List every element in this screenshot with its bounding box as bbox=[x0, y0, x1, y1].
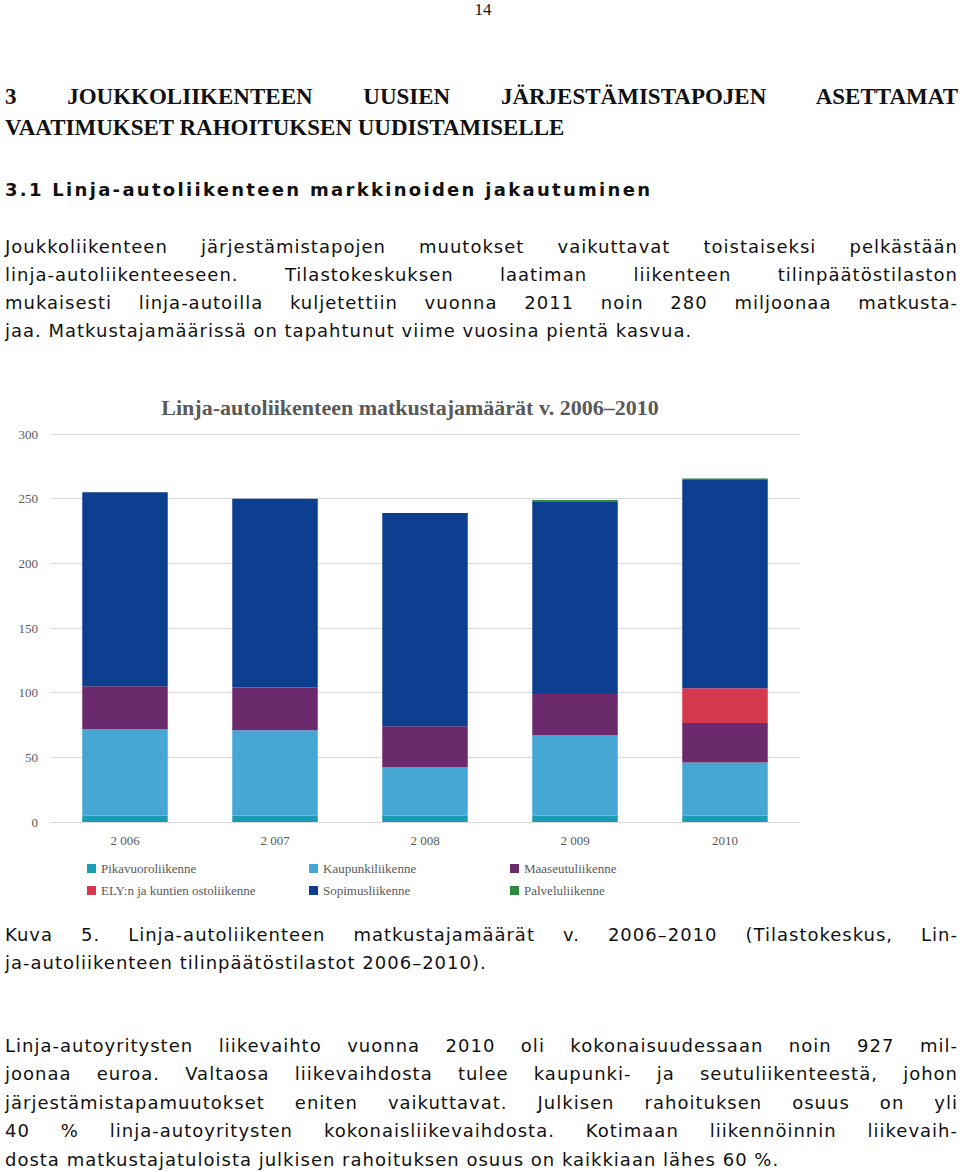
html-text:dosta matkustajatuloista julki: dosta matkustajatuloista julkisen rahoit… bbox=[5, 1149, 780, 1170]
svg-text:200: 200 bbox=[19, 556, 39, 571]
svg-text:Maaseutuliikenne: Maaseutuliikenne bbox=[524, 861, 617, 876]
html-text:linja-autoliikenteeseen. Tilas: linja-autoliikenteeseen. Tilastokeskukse… bbox=[5, 264, 958, 285]
svg-text:250: 250 bbox=[19, 491, 39, 506]
svg-text:2 009: 2 009 bbox=[560, 833, 589, 848]
html-text:3.1 Linja-autoliikenteen markk: 3.1 Linja-autoliikenteen markkinoiden ja… bbox=[5, 179, 653, 200]
svg-text:Pikavuoroliikenne: Pikavuoroliikenne bbox=[101, 861, 197, 876]
svg-text:2 007: 2 007 bbox=[260, 833, 290, 848]
html-text:3 JOUKKOLIIKENTEEN UUSIEN JÄRJ: 3 JOUKKOLIIKENTEEN UUSIEN JÄRJESTÄMISTAP… bbox=[5, 84, 958, 109]
svg-text:Palveluliikenne: Palveluliikenne bbox=[524, 883, 605, 898]
html-text:VAATIMUKSET RAHOITUKSEN UUDIST: VAATIMUKSET RAHOITUKSEN UUDISTAMISELLE bbox=[5, 115, 565, 140]
svg-text:Sopimusliikenne: Sopimusliikenne bbox=[323, 883, 411, 898]
svg-text:2 008: 2 008 bbox=[410, 833, 439, 848]
svg-text:50: 50 bbox=[25, 750, 38, 765]
svg-text:Kaupunkiliikenne: Kaupunkiliikenne bbox=[323, 861, 416, 876]
html-text:14: 14 bbox=[474, 0, 492, 19]
svg-text:0: 0 bbox=[32, 815, 39, 830]
html-text:40 % linja-autoyritysten kokon: 40 % linja-autoyritysten kokonaisliikeva… bbox=[5, 1120, 958, 1141]
svg-text:2010: 2010 bbox=[712, 833, 738, 848]
html-text:joonaa euroa. Valtaosa liikeva: joonaa euroa. Valtaosa liikevaihdosta tu… bbox=[5, 1063, 958, 1084]
svg-text:ELY:n ja kuntien ostoliikenne: ELY:n ja kuntien ostoliikenne bbox=[101, 883, 256, 898]
html-text:mukaisesti linja-autoilla kulj: mukaisesti linja-autoilla kuljetettiin v… bbox=[5, 292, 958, 313]
html-text:Kuva 5. Linja-autoliikenteen m: Kuva 5. Linja-autoliikenteen matkustajam… bbox=[5, 924, 958, 945]
svg-text:2 006: 2 006 bbox=[110, 833, 140, 848]
html-text:järjestämistapamuutokset enite: järjestämistapamuutokset eniten vaikutta… bbox=[5, 1092, 958, 1113]
html-text:Joukkoliikenteen järjestämista: Joukkoliikenteen järjestämistapojen muut… bbox=[5, 236, 958, 257]
html-text:ja-autoliikenteen tilinpäätöst: ja-autoliikenteen tilinpäätöstilastot 20… bbox=[5, 952, 487, 973]
svg-text:150: 150 bbox=[19, 621, 39, 636]
html-text:Linja-autoyritysten liikevaiht: Linja-autoyritysten liikevaihto vuonna 2… bbox=[5, 1035, 958, 1056]
svg-text:300: 300 bbox=[19, 427, 39, 442]
svg-text:100: 100 bbox=[19, 685, 39, 700]
svg-text:Linja-autoliikenteen matkustaj: Linja-autoliikenteen matkustajamäärät v.… bbox=[161, 395, 658, 420]
html-text:jaa. Matkustajamäärissä on tap: jaa. Matkustajamäärissä on tapahtunut vi… bbox=[5, 320, 693, 341]
